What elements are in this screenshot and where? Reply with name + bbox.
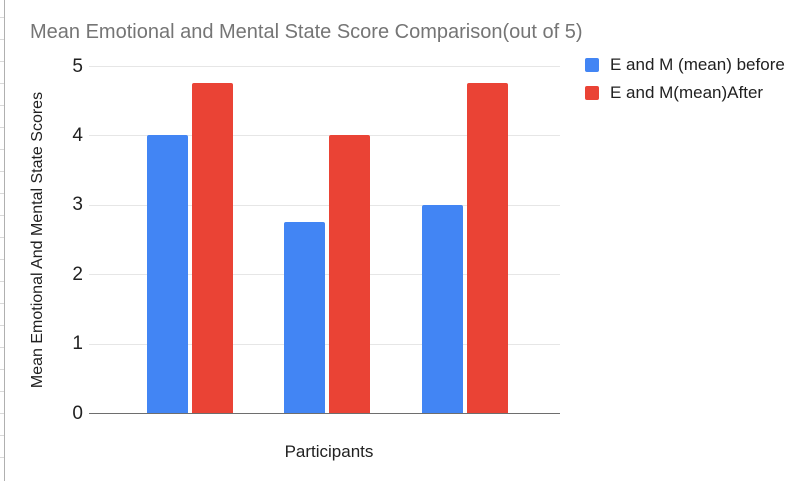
gridline-y3 bbox=[89, 205, 560, 206]
gridline-y4 bbox=[89, 135, 560, 136]
legend-label-after: E and M(mean)After bbox=[610, 82, 764, 102]
bar-series2-group1 bbox=[192, 83, 233, 413]
y-tick-label-1: 1 bbox=[72, 333, 83, 354]
bar-series1-group3 bbox=[421, 204, 463, 413]
bar-series2-group3 bbox=[466, 83, 508, 413]
legend: E and M (mean) before E and M(mean)After bbox=[585, 54, 785, 113]
y-tick-label-5: 5 bbox=[72, 56, 83, 77]
bar-series1-group1 bbox=[147, 135, 188, 413]
legend-label-before: E and M (mean) before bbox=[610, 54, 785, 74]
y-tick-label-0: 0 bbox=[72, 403, 83, 424]
x-axis-line bbox=[89, 413, 560, 414]
spreadsheet-gridline-sliver bbox=[0, 0, 5, 481]
legend-item-after: E and M(mean)After bbox=[585, 82, 785, 102]
gridline-y5 bbox=[89, 66, 560, 67]
legend-swatch-after bbox=[585, 85, 599, 100]
y-tick-label-2: 2 bbox=[72, 264, 83, 285]
x-axis-title: Participants bbox=[284, 442, 374, 461]
legend-swatch-before bbox=[585, 57, 599, 72]
y-tick-label-3: 3 bbox=[72, 194, 83, 215]
bar-series1-group2 bbox=[284, 222, 326, 413]
y-tick-label-4: 4 bbox=[72, 125, 83, 146]
legend-item-before: E and M (mean) before bbox=[585, 54, 785, 74]
bar-series2-group2 bbox=[329, 135, 371, 413]
chart-title: Mean Emotional and Mental State Score Co… bbox=[30, 21, 583, 43]
